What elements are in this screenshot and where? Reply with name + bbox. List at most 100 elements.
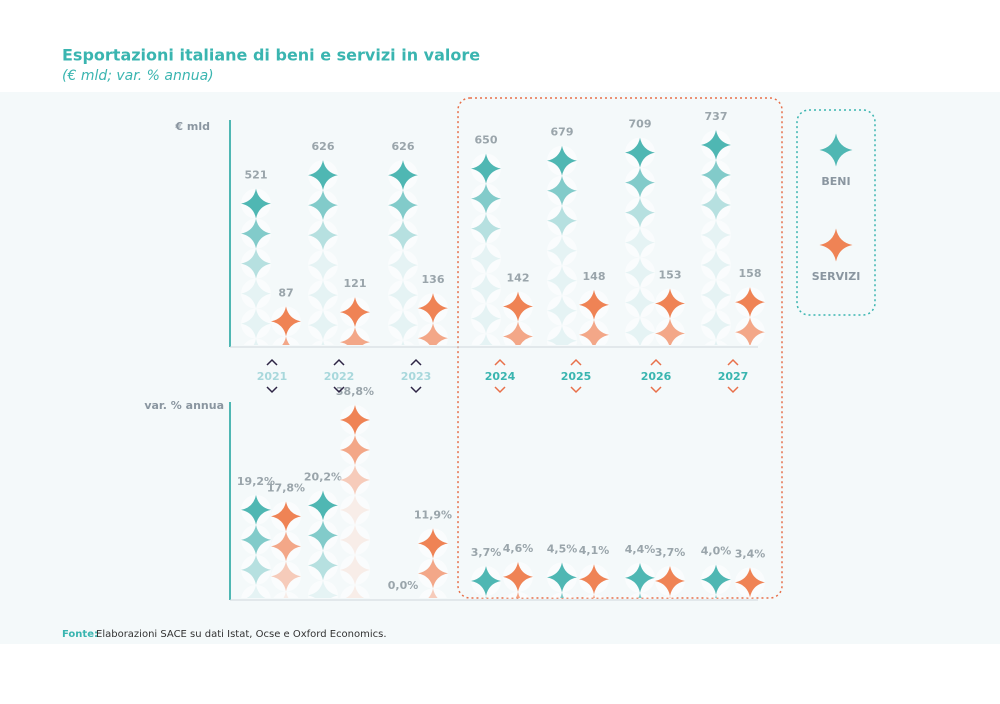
- star: [655, 288, 685, 319]
- star: [471, 213, 501, 244]
- star: [340, 495, 370, 525]
- star: [241, 248, 271, 279]
- star-bg: [340, 495, 370, 525]
- data-label: 3,4%: [735, 547, 766, 560]
- star: [308, 550, 338, 581]
- star: [479, 333, 493, 345]
- star: [308, 280, 338, 311]
- x-tick-label: 2026: [641, 370, 672, 383]
- data-label: 626: [312, 140, 335, 153]
- bar: [471, 566, 501, 598]
- x-tick-label: 2021: [257, 370, 288, 383]
- star: [401, 340, 405, 345]
- data-label: 38,8%: [336, 385, 374, 398]
- star: [388, 220, 418, 251]
- data-label: 626: [392, 140, 415, 153]
- star-bg: [391, 340, 415, 345]
- star: [308, 580, 338, 598]
- star: [735, 317, 765, 345]
- star-bg: [471, 213, 501, 244]
- star-bg: [241, 308, 271, 339]
- star-bg: [701, 190, 731, 220]
- star-bg: [471, 303, 501, 334]
- star: [471, 303, 501, 334]
- star-bg: [340, 585, 370, 598]
- star: [388, 160, 418, 191]
- x-tick-label: 2027: [718, 370, 749, 383]
- star: [701, 310, 731, 340]
- data-label: 153: [659, 268, 682, 281]
- data-label: 136: [422, 273, 445, 286]
- chevron: [333, 358, 345, 366]
- x-tick-label: 2025: [561, 370, 592, 383]
- star: [503, 291, 533, 322]
- chevron: [494, 386, 506, 394]
- star: [592, 594, 596, 599]
- star: [418, 323, 448, 346]
- x-tick-label: 2022: [324, 370, 355, 383]
- star: [547, 295, 577, 326]
- chevron: [494, 358, 506, 366]
- data-label: 11,9%: [414, 508, 452, 521]
- data-label: 4,6%: [503, 542, 534, 555]
- star-bg: [308, 220, 338, 251]
- star: [701, 250, 731, 280]
- x-tick-label: 2024: [485, 370, 516, 383]
- bar: [271, 306, 301, 346]
- star: [547, 175, 577, 206]
- star: [388, 190, 418, 221]
- data-label: 121: [344, 277, 367, 290]
- star: [418, 528, 448, 559]
- legend-label: SERVIZI: [812, 270, 861, 283]
- star: [418, 293, 448, 324]
- star-bg: [241, 248, 271, 279]
- star-bg: [471, 333, 501, 345]
- bar: [579, 289, 609, 346]
- bar: [503, 291, 533, 345]
- axis-label: € mld: [174, 120, 210, 133]
- star-bg: [701, 250, 731, 280]
- data-label: 521: [245, 169, 268, 182]
- star: [471, 153, 501, 184]
- chevron: [266, 358, 278, 366]
- data-label: 142: [507, 271, 530, 284]
- bar: [579, 564, 609, 599]
- bar: [547, 145, 577, 345]
- star-bg: [243, 338, 269, 345]
- star: [579, 319, 609, 346]
- star: [655, 566, 685, 597]
- bar: [241, 494, 271, 598]
- chevron: [727, 386, 739, 394]
- star: [241, 308, 271, 339]
- legend-box: [796, 109, 876, 316]
- star: [579, 564, 609, 595]
- legend-label: BENI: [821, 175, 850, 188]
- star: [471, 183, 501, 214]
- star: [625, 227, 655, 258]
- bar: [418, 293, 448, 346]
- bar: [503, 561, 533, 599]
- star-bg: [340, 555, 370, 585]
- chart-title: Esportazioni italiane di beni e servizi …: [62, 46, 480, 65]
- star-bg: [308, 310, 338, 341]
- star: [715, 594, 717, 598]
- bar: [418, 528, 448, 599]
- star-bg: [388, 250, 418, 281]
- star: [428, 588, 438, 599]
- bar: [308, 160, 338, 345]
- star: [340, 405, 370, 435]
- bar: [701, 130, 731, 345]
- chevron: [570, 358, 582, 366]
- star: [308, 490, 338, 521]
- bar: [388, 160, 418, 345]
- star: [271, 561, 301, 592]
- bar: [241, 188, 271, 345]
- star: [308, 520, 338, 551]
- star: [625, 137, 655, 168]
- bar: [701, 564, 731, 598]
- data-label: 19,2%: [237, 475, 275, 488]
- bar: [655, 566, 685, 598]
- bar: [625, 562, 655, 599]
- star: [340, 327, 370, 346]
